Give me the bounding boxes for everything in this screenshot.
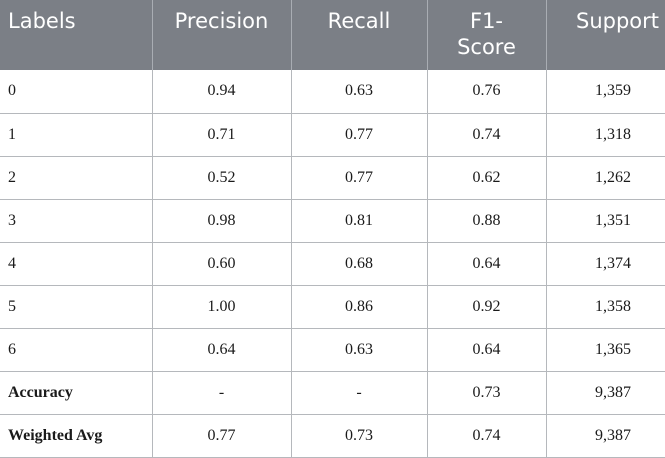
header-f1-score: F1- Score <box>426 0 546 70</box>
support-cell: 1,262 <box>545 156 665 200</box>
table-row: 5 1.00 0.86 0.92 1,358 <box>0 285 665 329</box>
recall-cell: 0.86 <box>290 285 427 329</box>
header-precision: Precision <box>151 0 291 70</box>
row-label: 4 <box>0 242 152 286</box>
table-row: 4 0.60 0.68 0.64 1,374 <box>0 242 665 286</box>
table-row: Accuracy - -0.73 9,387 <box>0 371 665 415</box>
header-labels: Labels <box>8 9 76 33</box>
table-header: Labels Precision Recall F1- Score Suppor… <box>0 0 665 70</box>
support-cell: 1,365 <box>545 328 665 372</box>
precision-cell: - <box>151 371 291 415</box>
recall-cell: 0.73 <box>290 414 427 458</box>
row-label: 3 <box>0 199 152 243</box>
f1-score-cell: 0.76 <box>426 70 546 114</box>
f1-score-cell: 0.64 <box>426 242 546 286</box>
support-cell: 1,351 <box>545 199 665 243</box>
row-label: 5 <box>0 285 152 329</box>
support-cell: 1,374 <box>545 242 665 286</box>
table-row: 1 0.71 0.77 0.74 1,318 <box>0 113 665 157</box>
precision-cell: 0.77 <box>151 414 291 458</box>
table-row: 3 0.98 0.81 0.88 1,351 <box>0 199 665 243</box>
support-cell: 9,387 <box>545 371 665 415</box>
recall-cell: 0.81 <box>290 199 427 243</box>
recall-cell: 0.63 <box>290 328 427 372</box>
precision-cell: 0.98 <box>151 199 291 243</box>
support-cell: 1,358 <box>545 285 665 329</box>
support-cell: 1,359 <box>545 70 665 114</box>
table-row: Weighted Avg 0.77 0.73 0.74 9,387 <box>0 414 665 458</box>
table-row: 2 0.52 0.77 0.62 1,262 <box>0 156 665 200</box>
f1-score-cell: 0.92 <box>426 285 546 329</box>
table-row: 0 0.94 0.63 0.76 1,359 <box>0 70 665 114</box>
precision-cell: 1.00 <box>151 285 291 329</box>
header-recall: Recall <box>290 0 427 70</box>
recall-cell: 0.68 <box>290 242 427 286</box>
precision-cell: 0.94 <box>151 70 291 114</box>
f1-score-cell: 0.74 <box>426 113 546 157</box>
recall-cell: 0.77 <box>290 113 427 157</box>
support-cell: 9,387 <box>545 414 665 458</box>
row-label: 2 <box>0 156 152 200</box>
recall-cell: - <box>290 371 427 415</box>
header-support: Support <box>545 0 665 70</box>
f1-score-cell: 0.64 <box>426 328 546 372</box>
f1-score-cell: 0.88 <box>426 199 546 243</box>
f1-score-cell: 0.74 <box>426 414 546 458</box>
precision-cell: 0.52 <box>151 156 291 200</box>
row-label: 1 <box>0 113 152 157</box>
f1-score-cell: 0.73 <box>426 371 546 415</box>
f1-score-cell: 0.62 <box>426 156 546 200</box>
header-row: Labels Precision Recall F1- Score Suppor… <box>0 0 665 70</box>
table-body: 0 0.94 0.63 0.76 1,359 1 0.71 0.77 0.74 1,318 2 0.5… <box>0 70 665 458</box>
recall-cell: 0.63 <box>290 70 427 114</box>
row-label: Accuracy <box>0 371 152 415</box>
precision-cell: 0.71 <box>151 113 291 157</box>
row-label: 6 <box>0 328 152 372</box>
precision-cell: 0.60 <box>151 242 291 286</box>
row-label: 0 <box>0 70 152 114</box>
recall-cell: 0.77 <box>290 156 427 200</box>
table-row: 6 0.64 0.63 0.64 1,365 <box>0 328 665 372</box>
support-cell: 1,318 <box>545 113 665 157</box>
row-label: Weighted Avg <box>0 414 152 458</box>
precision-cell: 0.64 <box>151 328 291 372</box>
